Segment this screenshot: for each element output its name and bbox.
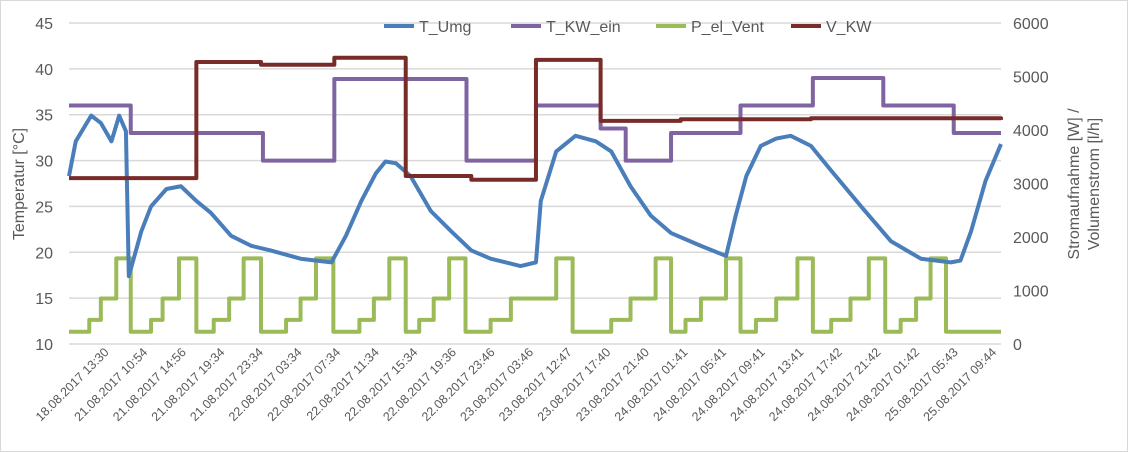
legend-label: P_el_Vent (691, 19, 765, 36)
left-axis-ticks: 10 15 20 25 30 35 40 45 (35, 16, 53, 354)
right-tick-label: 5000 (1013, 70, 1049, 87)
right-tick-label: 1000 (1013, 284, 1049, 301)
legend-label: T_Umg (419, 19, 471, 36)
right-tick-label: 6000 (1013, 16, 1049, 33)
left-tick-label: 25 (35, 199, 53, 216)
left-tick-label: 45 (35, 16, 53, 33)
legend-item: T_KW_ein (511, 19, 621, 36)
series-line-t-kw-ein (69, 76, 1001, 163)
left-tick-label: 30 (35, 154, 53, 171)
left-tick-label: 40 (35, 62, 53, 79)
left-tick-label: 10 (35, 337, 53, 354)
series-line-t-umg (67, 113, 1003, 279)
legend-label: T_KW_ein (546, 19, 621, 36)
right-axis-ticks: 0 1000 2000 3000 4000 5000 6000 (1013, 16, 1049, 354)
legend-label: V_KW (826, 19, 872, 36)
legend: T_Umg T_KW_ein P_el_Vent V_KW (384, 19, 872, 36)
left-tick-label: 20 (35, 245, 53, 262)
right-tick-label: 2000 (1013, 230, 1049, 247)
series-line-v-kw (69, 55, 1003, 182)
left-axis-title: Temperatur [°C] (11, 128, 28, 240)
legend-item: T_Umg (384, 19, 471, 36)
left-tick-label: 15 (35, 291, 53, 308)
legend-item: V_KW (791, 19, 872, 36)
series-layer (67, 55, 1003, 334)
series-line-p-el-vent (69, 256, 1001, 334)
left-tick-label: 35 (35, 108, 53, 125)
legend-item: P_el_Vent (656, 19, 765, 36)
right-tick-label: 0 (1013, 337, 1022, 354)
right-tick-label: 4000 (1013, 123, 1049, 140)
right-axis-title-line2: Volumenstrom [l/h] (1086, 118, 1103, 251)
right-axis-title-line1: Stromaufnahme [W] / (1066, 108, 1083, 260)
right-tick-label: 3000 (1013, 177, 1049, 194)
x-tick-label: 25.08.2017 09:44 (921, 345, 1000, 424)
